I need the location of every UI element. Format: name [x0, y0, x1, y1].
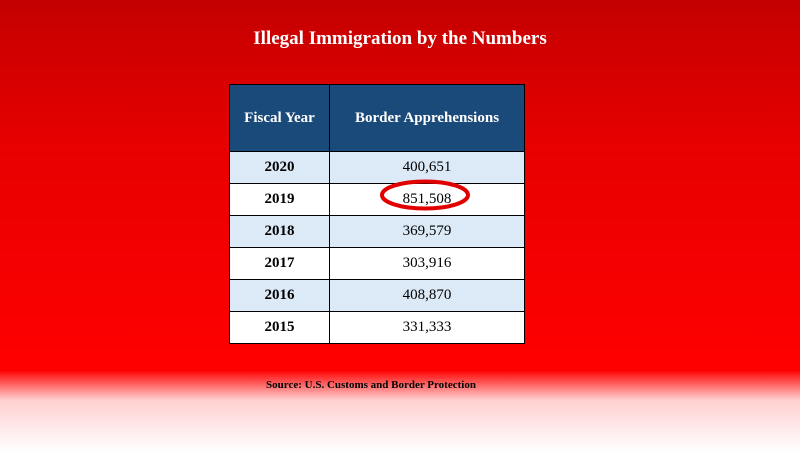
table-row: 2016 408,870: [229, 279, 525, 312]
value-cell: 400,651: [329, 151, 525, 184]
table-row: 2015 331,333: [229, 311, 525, 344]
year-cell: 2017: [229, 247, 330, 280]
table-row: 2020 400,651: [229, 151, 525, 184]
header-row: Fiscal Year Border Apprehensions: [229, 84, 525, 152]
table-row: 2019 851,508: [229, 183, 525, 216]
value-cell: 369,579: [329, 215, 525, 248]
value-cell: 408,870: [329, 279, 525, 312]
header-cell: Border Apprehensions: [329, 84, 525, 152]
year-cell: 2018: [229, 215, 330, 248]
source-note: Source: U.S. Customs and Border Protecti…: [266, 379, 476, 391]
value-cell: 331,333: [329, 311, 525, 344]
year-cell: 2015: [229, 311, 330, 344]
table-row: 2017 303,916: [229, 247, 525, 280]
value-cell: 303,916: [329, 247, 525, 280]
year-cell: 2020: [229, 151, 330, 184]
title: Illegal Immigration by the Numbers: [253, 28, 547, 49]
year-cell: 2016: [229, 279, 330, 312]
year-cell: 2019: [229, 183, 330, 216]
table-row: 2018 369,579: [229, 215, 525, 248]
data-table: Fiscal Year Border Apprehensions 2020 400…: [229, 84, 525, 344]
value-cell: 851,508: [329, 183, 525, 216]
header-cell: Fiscal Year: [229, 84, 330, 152]
